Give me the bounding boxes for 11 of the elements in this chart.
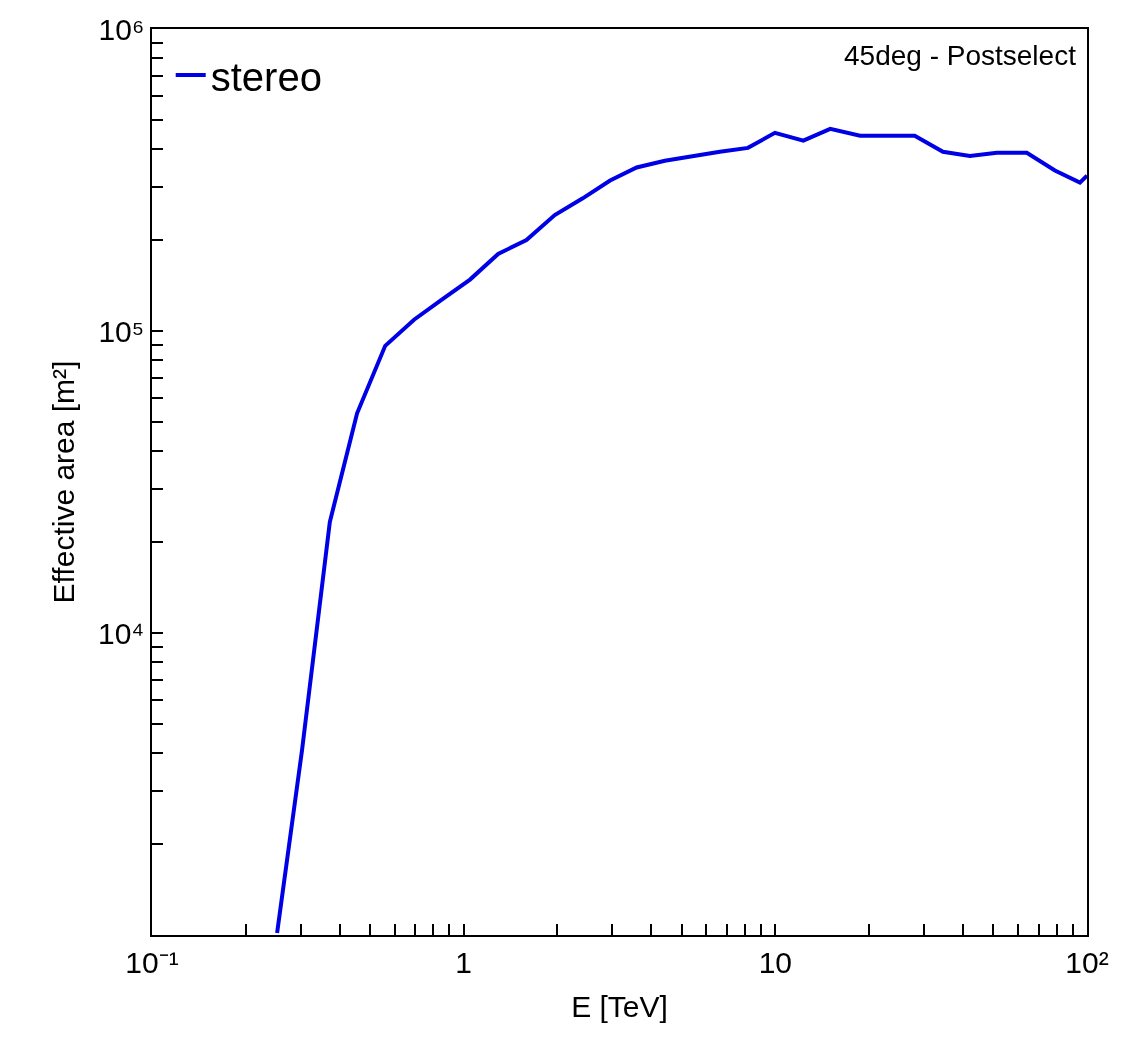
y-tick-label: 10⁶ [98, 12, 145, 46]
x-tick-label: 10 [758, 945, 793, 979]
x-axis-title: E [TeV] [571, 989, 668, 1023]
annotation: 45deg - Postselect [844, 40, 1077, 71]
x-tick-label: 1 [455, 945, 473, 979]
y-tick-label: 10⁴ [97, 616, 145, 650]
legend-label: stereo [210, 54, 322, 99]
x-tick-label: 10² [1065, 945, 1109, 979]
y-tick-label: 10⁵ [98, 314, 145, 348]
y-axis-title: Effective area [m²] [47, 360, 81, 604]
x-tick-label: 10⁻¹ [125, 945, 179, 979]
